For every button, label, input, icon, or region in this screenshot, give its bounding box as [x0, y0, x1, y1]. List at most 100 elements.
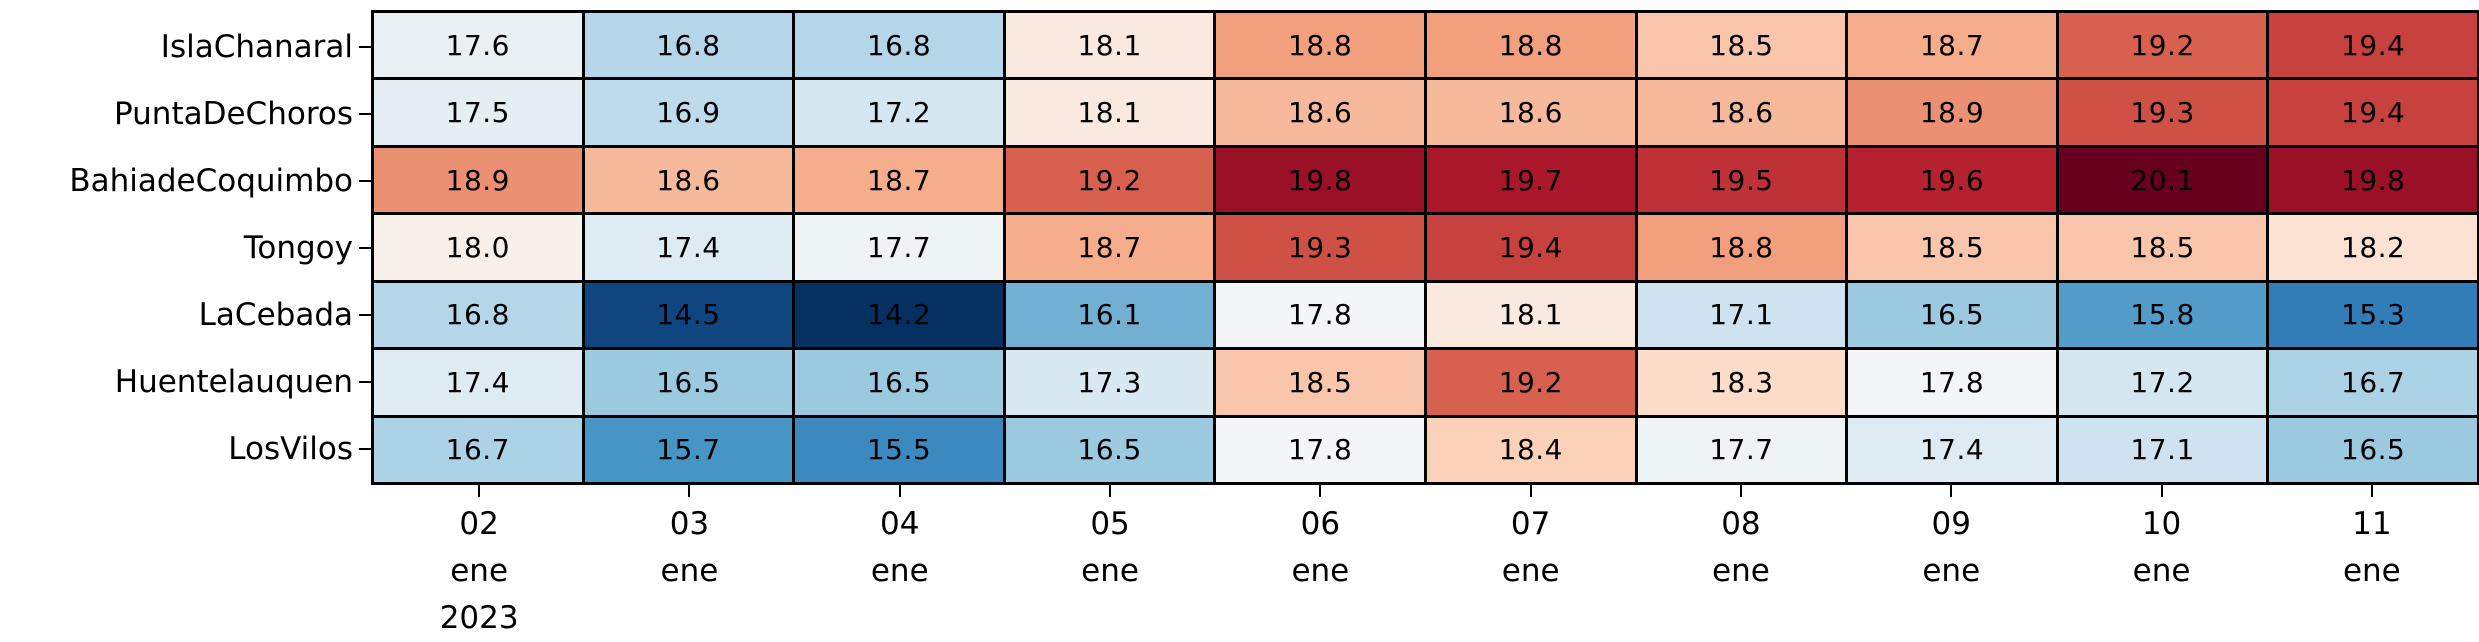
x-tick-label: 03 ene: [660, 506, 719, 589]
heatmap-cell: 17.8: [1216, 282, 1424, 348]
heatmap-cell-value: 18.7: [1919, 28, 1985, 62]
heatmap-cell: 16.5: [795, 350, 1003, 415]
heatmap-cell-value: 18.1: [1077, 28, 1142, 62]
heatmap-cell: 18.5: [1637, 13, 1846, 78]
heatmap-grid: 17.6 16.8 16.8 18.1 18.8 18.8 18.5 18.7 19.2 19.4…: [371, 10, 2479, 485]
heatmap-cell-value: 19.2: [2130, 28, 2195, 62]
x-tick-label: 06 ene: [1291, 506, 1350, 589]
heatmap-cell-value: 15.8: [2130, 298, 2195, 332]
y-tick-label: LaCebada: [198, 296, 353, 333]
x-tick-mark: [1109, 485, 1112, 497]
heatmap-cell-value: 16.1: [1077, 298, 1142, 332]
heatmap-cell: 15.7: [584, 417, 793, 482]
y-tick-mark: [359, 112, 371, 115]
heatmap-cell-value: 18.5: [1288, 365, 1353, 399]
heatmap-cell: 16.5: [2269, 417, 2477, 482]
x-tick-mark: [2370, 485, 2373, 497]
heatmap-cell: 18.7: [1005, 215, 1214, 280]
heatmap-cell-value: 18.8: [1498, 28, 1563, 62]
heatmap-cell-value: 19.8: [1288, 163, 1353, 197]
heatmap-cell: 18.8: [1427, 13, 1635, 78]
heatmap-cell-value: 19.5: [1709, 163, 1774, 197]
heatmap-cell: 18.6: [1637, 80, 1846, 145]
heatmap-cell: 14.2: [795, 282, 1003, 348]
heatmap-cell-value: 16.8: [445, 298, 510, 332]
heatmap-cell-value: 16.7: [2341, 365, 2406, 399]
y-tick-mark: [359, 447, 371, 450]
heatmap-cell-value: 16.7: [445, 433, 510, 467]
heatmap-cell-value: 18.9: [445, 163, 510, 197]
heatmap-cell-value: 19.3: [1288, 230, 1353, 264]
heatmap-cell-value: 17.8: [1288, 298, 1353, 332]
heatmap-cell: 17.7: [795, 215, 1003, 280]
heatmap-cell-value: 18.6: [1498, 96, 1563, 130]
heatmap-cell-value: 18.8: [1709, 230, 1774, 264]
heatmap-cell: 16.7: [374, 417, 582, 482]
heatmap-cell-value: 18.8: [1288, 28, 1353, 62]
heatmap-cell: 18.6: [1427, 80, 1635, 145]
x-tick-mark: [1529, 485, 1532, 497]
heatmap-cell-value: 18.6: [1709, 96, 1774, 130]
heatmap-cell: 19.8: [1216, 147, 1424, 213]
heatmap-cell: 17.4: [374, 350, 582, 415]
y-tick-label: PuntaDeChoros: [114, 95, 353, 132]
heatmap-cell: 18.8: [1216, 13, 1424, 78]
y-tick-label: IslaChanaral: [160, 28, 353, 65]
x-tick-label: 05 ene: [1081, 506, 1139, 589]
heatmap-cell: 16.8: [795, 13, 1003, 78]
heatmap-cell-value: 18.7: [866, 163, 932, 197]
heatmap-cell: 17.2: [2058, 350, 2267, 415]
heatmap-cell: 18.9: [374, 147, 582, 213]
x-tick-mark: [898, 485, 901, 497]
heatmap-cell: 18.1: [1427, 282, 1635, 348]
heatmap-cell: 17.6: [374, 13, 582, 78]
heatmap-cell: 18.7: [1848, 13, 2056, 78]
heatmap-cell: 19.4: [1427, 215, 1635, 280]
heatmap-cell-value: 19.4: [2341, 28, 2406, 62]
heatmap-cell: 17.2: [795, 80, 1003, 145]
heatmap-cell: 18.1: [1005, 80, 1214, 145]
heatmap-cell-value: 18.7: [1077, 230, 1142, 264]
heatmap-cell: 17.1: [2058, 417, 2267, 482]
x-tick-label: 08 ene: [1712, 506, 1770, 589]
y-tick-label: Tongoy: [243, 229, 353, 266]
heatmap-cell-value: 17.5: [445, 96, 510, 130]
heatmap-cell: 17.8: [1848, 350, 2056, 415]
x-tick-label: 09 ene: [1922, 506, 1981, 589]
heatmap-cell-value: 17.2: [2130, 365, 2195, 399]
heatmap-cell-value: 19.6: [1919, 163, 1985, 197]
y-tick-mark: [359, 246, 371, 249]
heatmap-cell: 16.7: [2269, 350, 2477, 415]
heatmap-cell: 18.0: [374, 215, 582, 280]
heatmap-cell-value: 18.2: [2341, 230, 2406, 264]
heatmap-cell-value: 16.5: [2341, 433, 2406, 467]
heatmap-cell: 19.2: [2058, 13, 2267, 78]
heatmap-cell: 19.3: [1216, 215, 1424, 280]
heatmap-cell: 18.2: [2269, 215, 2477, 280]
heatmap-figure: 17.6 16.8 16.8 18.1 18.8 18.8 18.5 18.7 19.2 19.4…: [69, 10, 2479, 636]
heatmap-cell-value: 17.6: [445, 28, 510, 62]
heatmap-cell: 19.4: [2269, 80, 2477, 145]
heatmap-cell: 19.2: [1005, 147, 1214, 213]
heatmap-cell-value: 18.1: [1498, 298, 1563, 332]
heatmap-cell-value: 19.4: [1498, 230, 1563, 264]
heatmap-cell-value: 18.0: [445, 230, 510, 264]
heatmap-cell-value: 16.5: [1077, 433, 1142, 467]
heatmap-cell-value: 16.8: [656, 28, 721, 62]
heatmap-cell-value: 14.5: [656, 298, 721, 332]
heatmap-cell: 17.1: [1637, 282, 1846, 348]
heatmap-cell-value: 18.6: [1288, 96, 1353, 130]
heatmap-cell-value: 15.7: [656, 433, 721, 467]
y-tick-label: Huentelauquen: [114, 363, 353, 400]
heatmap-cell: 17.5: [374, 80, 582, 145]
heatmap-cell: 17.7: [1637, 417, 1846, 482]
y-tick-label: BahiadeCoquimbo: [69, 162, 353, 199]
heatmap-cell: 18.7: [795, 147, 1003, 213]
x-tick-mark: [1950, 485, 1953, 497]
heatmap-cell-value: 17.1: [1709, 298, 1774, 332]
heatmap-cell: 17.4: [1848, 417, 2056, 482]
heatmap-cell-value: 18.5: [2130, 230, 2195, 264]
x-tick-label: 04 ene: [870, 506, 929, 589]
heatmap-cell-value: 17.4: [656, 230, 721, 264]
heatmap-cell-value: 17.4: [1919, 433, 1985, 467]
